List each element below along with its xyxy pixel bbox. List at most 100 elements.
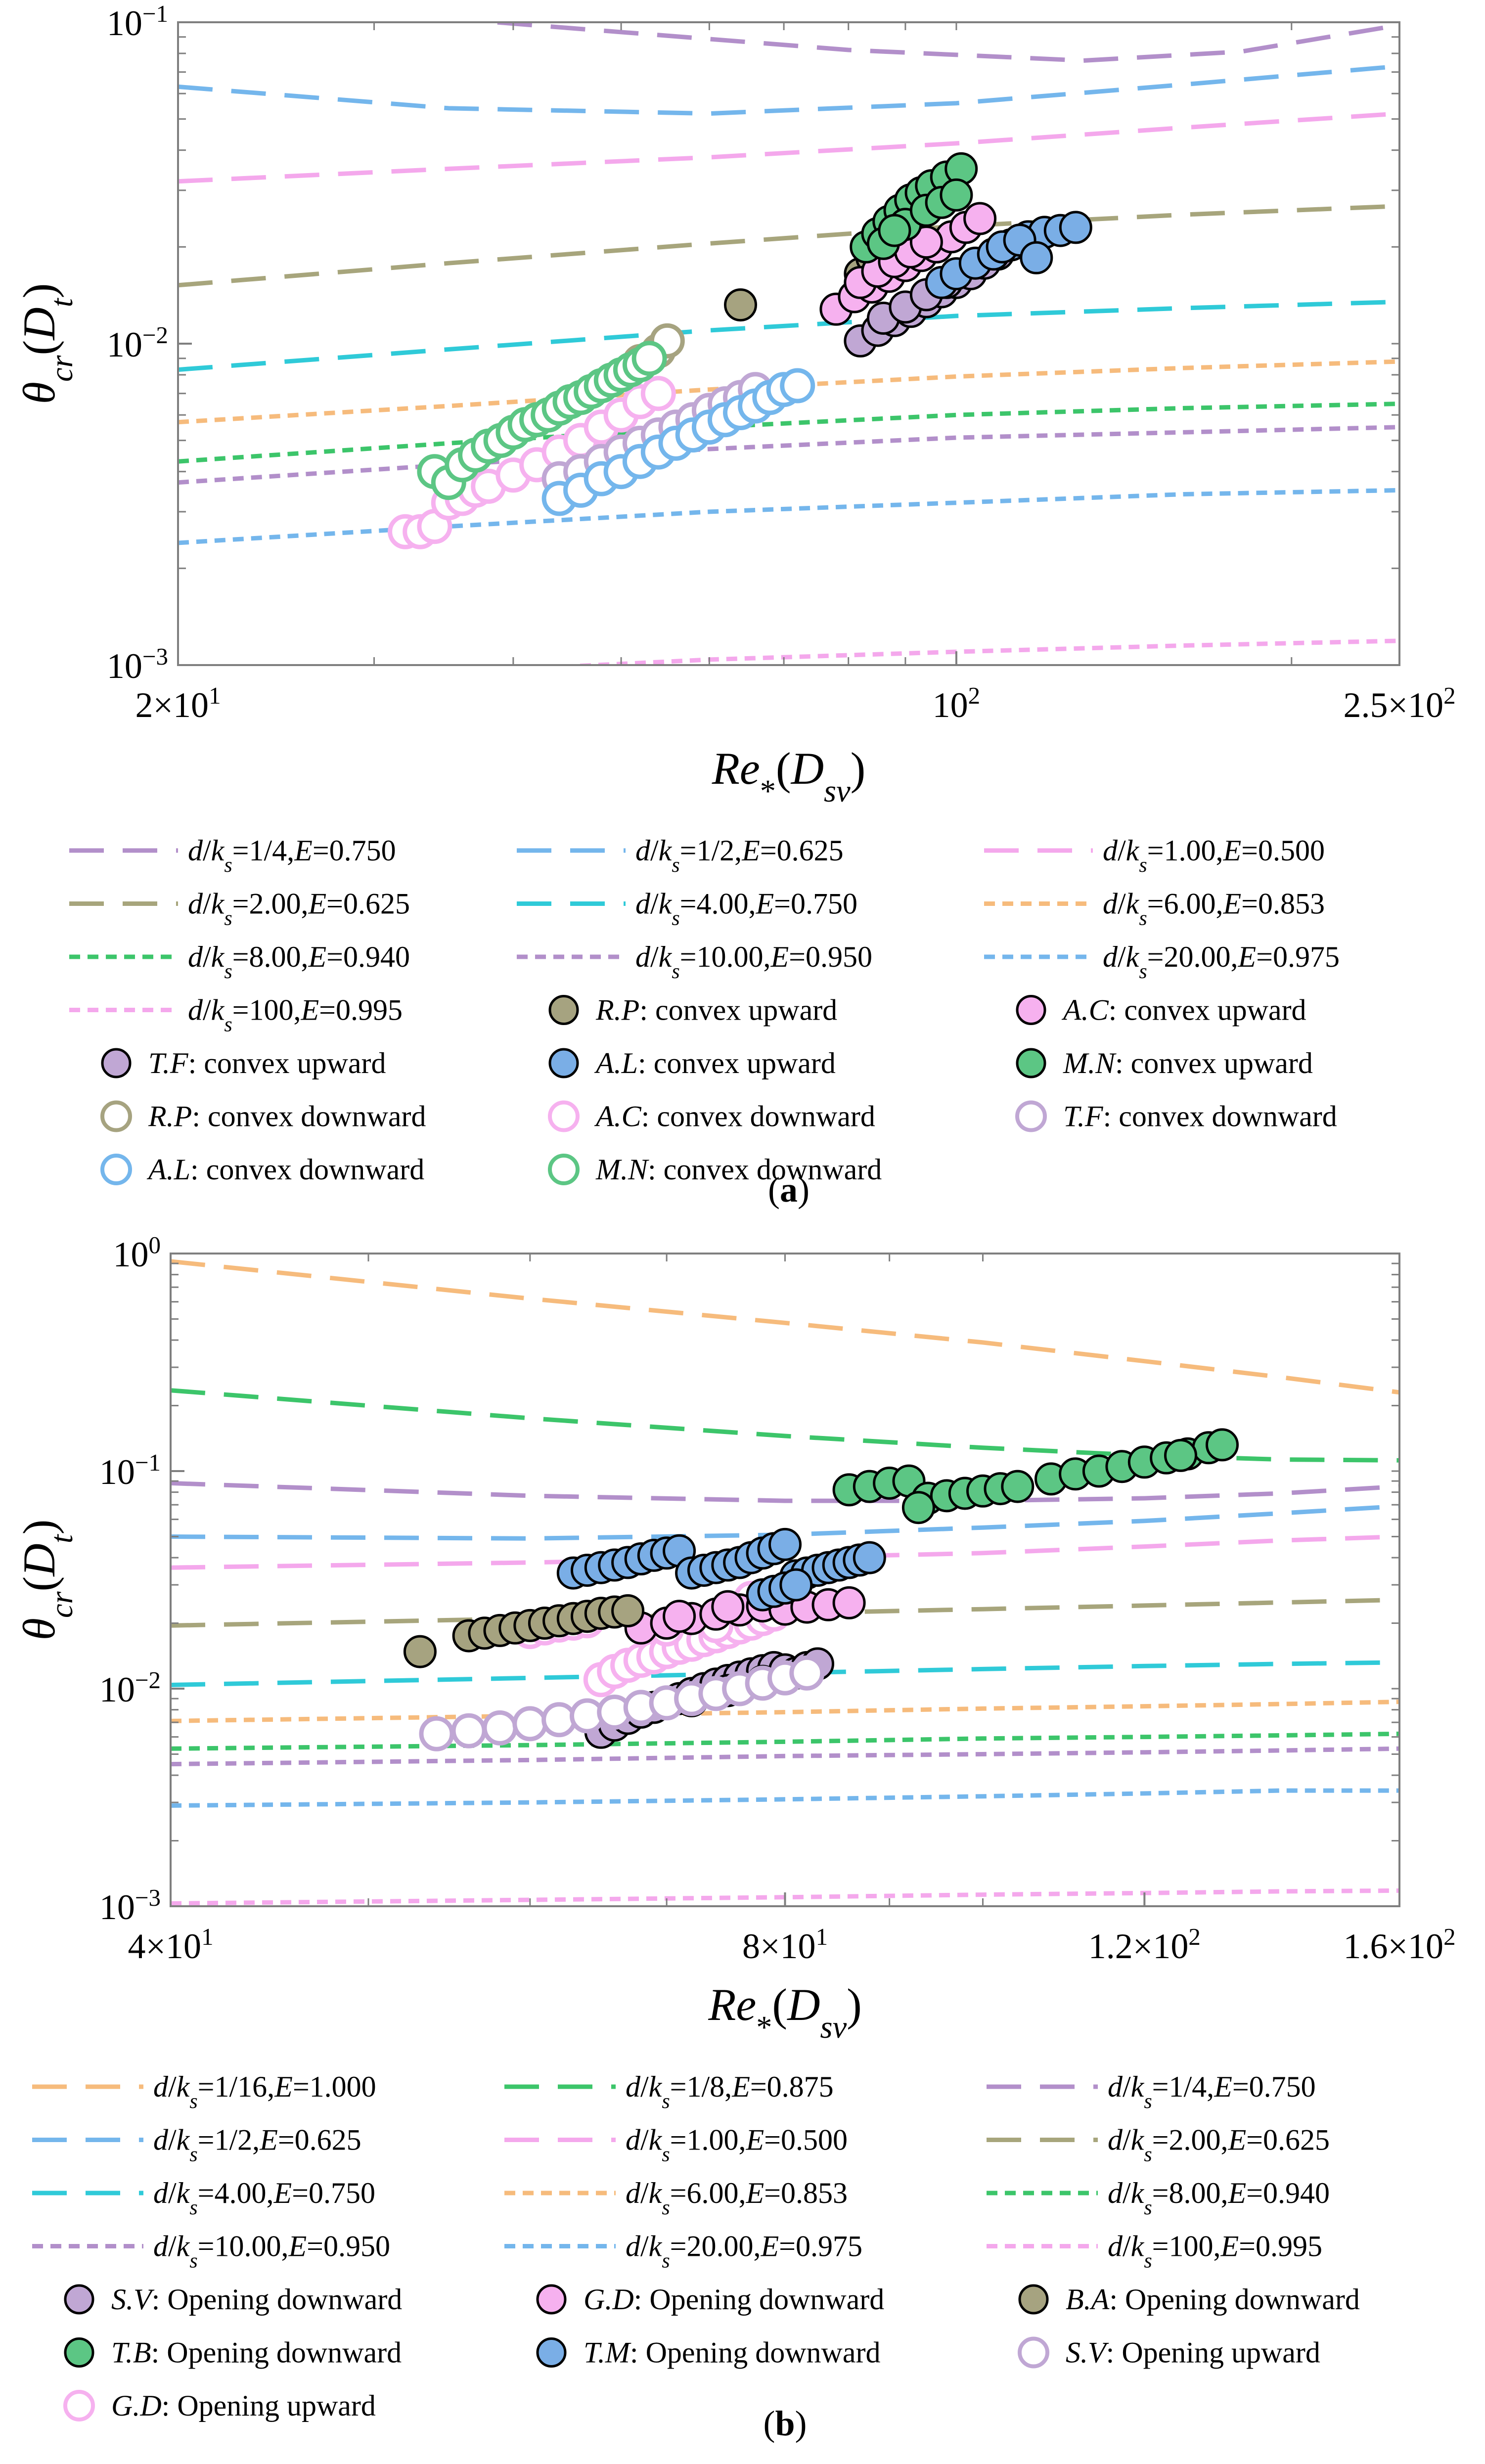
panel-label: (a): [768, 1170, 810, 1210]
curve-d-ks-20-00-e-0-975: [171, 1788, 1399, 1808]
legend-item: A.L: convex upward: [548, 1047, 836, 1079]
legend-item: T.B: Opening downward: [64, 2336, 402, 2369]
point-g-d-opening-downward: [663, 1600, 696, 1633]
point-a-l-convex-upward: [1020, 241, 1053, 274]
legend-item: M.N: convex downward: [548, 1153, 882, 1186]
legend-label-d-ks-4-00-e-0-750: d/ks=4.00,E=0.750: [635, 888, 857, 930]
legend-label-s-v-opening-upward: S.V: Opening upward: [1066, 2336, 1320, 2369]
legend-item: d/ks=8.00,E=0.940: [69, 941, 410, 983]
legend-item: d/ks=1/2,E=0.625: [32, 2124, 361, 2166]
legend-label-d-ks-1-2-e-0-625: d/ks=1/2,E=0.625: [153, 2124, 361, 2166]
legend-label-d-ks-4-00-e-0-750: d/ks=4.00,E=0.750: [153, 2177, 375, 2219]
legend-label-d-ks-8-00-e-0-940: d/ks=8.00,E=0.940: [188, 941, 410, 983]
legend-label-d-ks-1-8-e-0-875: d/ks=1/8,E=0.875: [626, 2070, 834, 2113]
legend-item: d/ks=20.00,E=0.975: [504, 2230, 862, 2273]
legend-item: A.L: convex downward: [100, 1153, 424, 1186]
legend-swatch-g-d-opening-downward: [536, 2284, 567, 2315]
legend-item: G.D: Opening upward: [63, 2389, 376, 2422]
legend-label-t-m-opening-downward: T.M: Opening downward: [584, 2336, 880, 2369]
legend-swatch-t-m-opening-downward: [536, 2337, 567, 2368]
legend-label-d-ks-6-00-e-0-853: d/ks=6.00,E=0.853: [626, 2177, 848, 2219]
legend-swatch-t-b-opening-downward: [64, 2337, 94, 2368]
curve-d-ks-6-00-e-0-853: [178, 359, 1399, 425]
legend-swatch-s-v-opening-downward: [64, 2284, 94, 2315]
curve-d-ks-2-00-e-0-625: [178, 204, 1399, 288]
legend-label-d-ks-100-e-0-995: d/ks=100,E=0.995: [188, 994, 403, 1036]
legend-label-d-ks-100-e-0-995: d/ks=100,E=0.995: [1108, 2230, 1322, 2273]
panel-a: 2×101 102 2.5×102 10−3 10−2 10−1 Re*(Dsv) θcr(D…: [14, 0, 1456, 1210]
y-axis-label: θcr(Dt): [14, 1520, 79, 1640]
legend-label-a-l-convex-upward: A.L: convex upward: [594, 1047, 836, 1079]
legend-label-d-ks-2-00-e-0-625: d/ks=2.00,E=0.625: [188, 888, 410, 930]
legend-item: M.N: convex upward: [1016, 1047, 1313, 1079]
legend-label-g-d-opening-upward: G.D: Opening upward: [111, 2389, 376, 2422]
legend-item: d/ks=4.00,E=0.750: [517, 888, 857, 930]
curve-d-ks-8-00-e-0-940: [171, 1731, 1399, 1751]
legend-label-d-ks-2-00-e-0-625: d/ks=2.00,E=0.625: [1108, 2124, 1330, 2166]
point-t-b-opening-downward: [901, 1491, 935, 1524]
legend-item: T.F: convex upward: [101, 1047, 386, 1079]
legend: d/ks=1/4,E=0.750 d/ks=1/2,E=0.625 d/ks=1.0…: [69, 834, 1340, 1186]
point-t-b-opening-downward: [1206, 1428, 1239, 1462]
legend-label-d-ks-8-00-e-0-940: d/ks=8.00,E=0.940: [1108, 2177, 1330, 2219]
legend-item: T.M: Opening downward: [536, 2336, 880, 2369]
point-m-n-convex-upward: [940, 178, 973, 212]
legend-item: d/ks=100,E=0.995: [987, 2230, 1322, 2273]
y-axis-label: θcr(Dt): [14, 283, 79, 404]
legend-label-t-f-convex-upward: T.F: convex upward: [148, 1047, 386, 1079]
legend-item: B.A: Opening downward: [1018, 2283, 1360, 2316]
legend-swatch-b-a-opening-downward: [1018, 2284, 1049, 2315]
y-tick-label: 10−1: [99, 1449, 161, 1492]
y-tick-label: 10−3: [107, 643, 168, 686]
point-a-l-convex-downward: [780, 368, 815, 403]
curve-d-ks-1-8-e-0-875: [171, 1388, 1399, 1463]
legend-item: d/ks=6.00,E=0.853: [984, 888, 1325, 930]
curve-d-ks-1-2-e-0-625: [178, 64, 1399, 116]
curve-d-ks-8-00-e-0-940: [178, 402, 1399, 464]
point-t-m-opening-downward: [768, 1527, 802, 1561]
legend-label-a-c-convex-downward: A.C: convex downward: [594, 1100, 875, 1133]
point-t-m-opening-downward: [779, 1568, 813, 1602]
legend-label-m-n-convex-upward: M.N: convex upward: [1063, 1047, 1313, 1079]
point-b-a-opening-downward: [611, 1594, 645, 1627]
legend-swatch-a-l-convex-upward: [548, 1048, 579, 1078]
legend-item: d/ks=1/2,E=0.625: [517, 834, 844, 877]
legend-swatch-a-l-convex-downward: [100, 1154, 132, 1185]
point-t-b-opening-downward: [1164, 1438, 1197, 1472]
legend-label-d-ks-1-00-e-0-500: d/ks=1.00,E=0.500: [626, 2124, 848, 2166]
legend-label-d-ks-10-00-e-0-950: d/ks=10.00,E=0.950: [635, 941, 872, 983]
legend-label-d-ks-1-16-e-1-000: d/ks=1/16,E=1.000: [153, 2070, 376, 2113]
curve-d-ks-6-00-e-0-853: [171, 1700, 1399, 1723]
x-tick-label: 1.2×102: [1088, 1923, 1201, 1967]
legend-item: d/ks=2.00,E=0.625: [69, 888, 410, 930]
legend-item: d/ks=1/16,E=1.000: [32, 2070, 376, 2113]
legend-item: d/ks=20.00,E=0.975: [984, 941, 1340, 983]
curve-d-ks-1-00-e-0-500: [178, 111, 1399, 184]
panel-b: 4×101 8×101 1.2×102 1.6×102 10−3 10−2 10−1 100 R…: [14, 1231, 1456, 2444]
legend-item: A.C: convex upward: [1016, 994, 1306, 1027]
point-m-n-convex-downward: [631, 341, 667, 376]
curve-d-ks-1-2-e-0-625: [171, 1504, 1399, 1541]
point-t-m-opening-downward: [853, 1541, 886, 1574]
legend-swatch-r-p-convex-downward: [100, 1100, 132, 1132]
curve-d-ks-100-e-0-995: [171, 1888, 1399, 1906]
point-t-b-opening-downward: [1001, 1470, 1035, 1503]
point-b-a-opening-downward: [403, 1635, 437, 1668]
legend-swatch-t-f-convex-upward: [101, 1048, 132, 1078]
legend-label-r-p-convex-downward: R.P: convex downward: [148, 1100, 426, 1133]
legend-item: d/ks=1.00,E=0.500: [984, 834, 1325, 877]
legend-label-a-l-convex-downward: A.L: convex downward: [146, 1153, 424, 1186]
legend-item: d/ks=10.00,E=0.950: [32, 2230, 390, 2273]
legend-swatch-a-c-convex-upward: [1016, 995, 1046, 1025]
legend-label-m-n-convex-downward: M.N: convex downward: [595, 1153, 882, 1186]
point-s-v-opening-upward: [512, 1706, 548, 1742]
legend-item: d/ks=4.00,E=0.750: [32, 2177, 375, 2219]
legend-label-s-v-opening-downward: S.V: Opening downward: [111, 2283, 402, 2316]
point-g-d-opening-downward: [711, 1590, 745, 1623]
panel-label: (b): [763, 2404, 807, 2443]
x-tick-label: 1.6×102: [1343, 1923, 1455, 1967]
legend-item: d/ks=2.00,E=0.625: [987, 2124, 1330, 2166]
legend-label-d-ks-1-00-e-0-500: d/ks=1.00,E=0.500: [1103, 834, 1325, 877]
legend-item: d/ks=8.00,E=0.940: [987, 2177, 1330, 2219]
legend-swatch-m-n-convex-upward: [1016, 1048, 1046, 1078]
